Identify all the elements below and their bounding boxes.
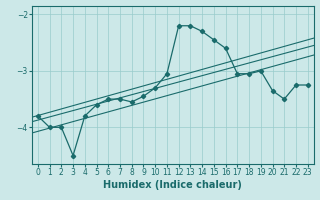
X-axis label: Humidex (Indice chaleur): Humidex (Indice chaleur) <box>103 180 242 190</box>
